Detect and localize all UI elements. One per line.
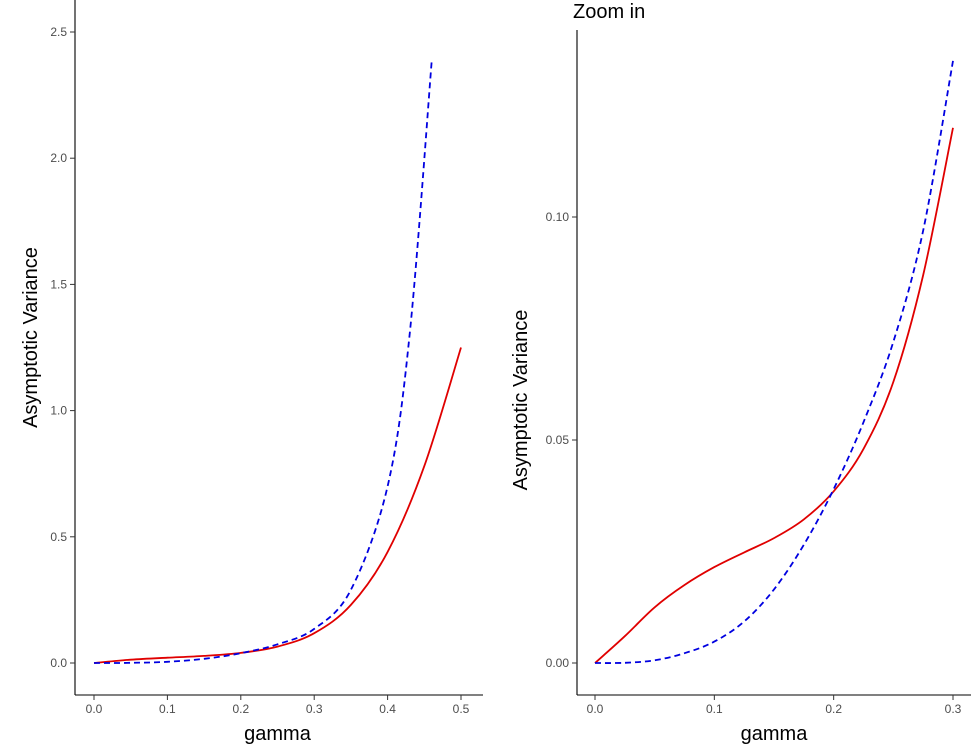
left-x-tick-label: 0.1 [159, 702, 176, 716]
left-y-axis-title: Asymptotic Variance [20, 247, 42, 428]
right-y-tick-label: 0.10 [546, 210, 570, 224]
right-y-tick-label: 0.00 [546, 656, 570, 670]
right-chart-title: Zoom in [573, 1, 645, 23]
left-y-tick-label: 0.0 [50, 656, 67, 670]
right-x-tick-label: 0.2 [825, 702, 842, 716]
left-y-tick-label: 2.0 [50, 151, 67, 165]
right-chart-panel: 0.0 0.1 0.2 0.3 0.00 0.05 0.10 gamma Asymptotic … [510, 1, 971, 745]
left-series-dashed-line [93, 62, 433, 664]
right-y-tick-label: 0.05 [546, 433, 570, 447]
left-series-solid-line [93, 347, 462, 664]
left-x-tick-label: 0.5 [453, 702, 470, 716]
left-chart-panel: 0.0 0.1 0.2 0.3 0.4 0.5 0.0 0.5 1.0 1.5 2.0 2.5 gamm… [20, 0, 483, 745]
left-x-axis-title: gamma [244, 723, 312, 745]
left-x-tick-label: 0.2 [232, 702, 249, 716]
left-x-tick-label: 0.0 [86, 702, 103, 716]
left-x-tick-label: 0.4 [379, 702, 396, 716]
right-x-tick-label: 0.3 [945, 702, 962, 716]
right-y-axis-title: Asymptotic Variance [510, 310, 532, 491]
left-y-tick-label: 0.5 [50, 530, 67, 544]
right-x-tick-label: 0.1 [706, 702, 723, 716]
left-y-tick-label: 1.0 [50, 404, 67, 418]
left-y-tick-label: 2.5 [50, 25, 67, 39]
left-y-tick-label: 1.5 [50, 277, 67, 291]
right-series-dashed-line [594, 60, 954, 664]
right-x-axis-title: gamma [741, 723, 809, 745]
left-x-tick-label: 0.3 [306, 702, 323, 716]
right-series-solid-line [594, 127, 954, 664]
right-x-tick-label: 0.0 [587, 702, 604, 716]
